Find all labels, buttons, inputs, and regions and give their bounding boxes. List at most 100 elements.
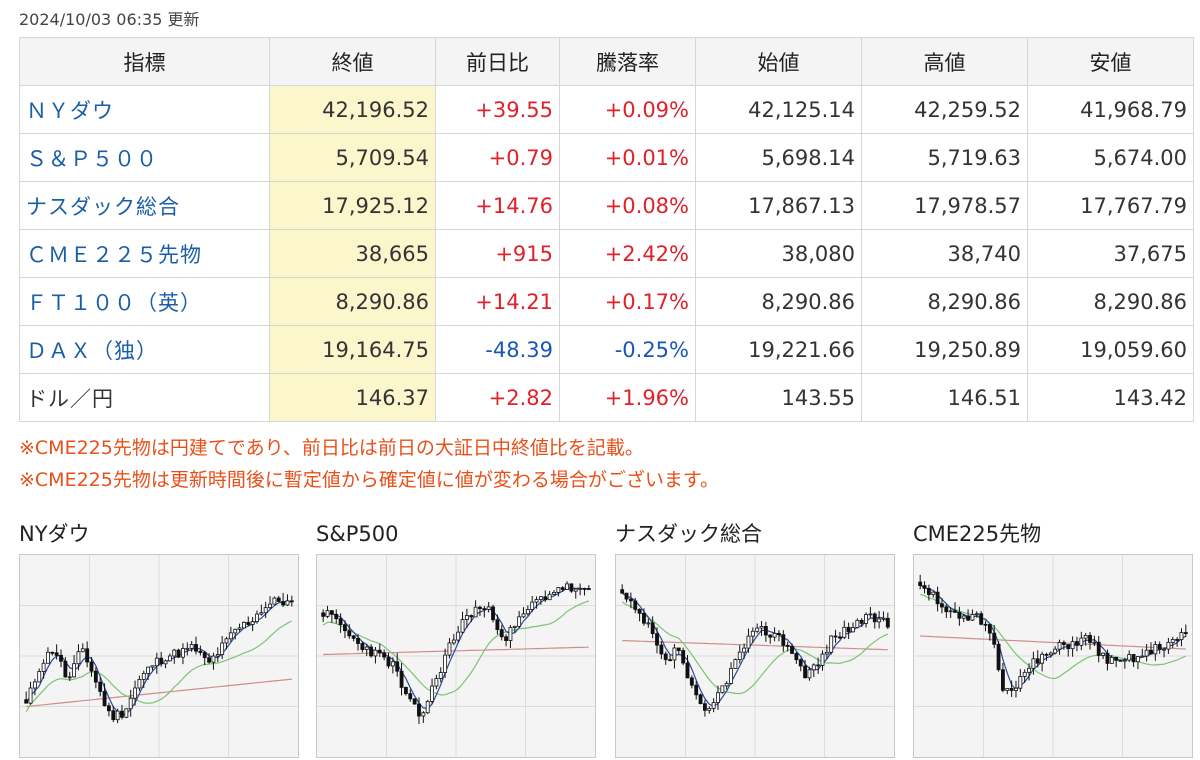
- candle-body: [1061, 642, 1066, 645]
- low-value: 143.42: [1027, 373, 1194, 422]
- candle-body: [499, 629, 504, 638]
- candle-body: [521, 613, 526, 618]
- candle-body: [1179, 632, 1184, 640]
- candle-body: [1035, 658, 1040, 664]
- candle-body: [1057, 642, 1062, 650]
- candle-body: [833, 635, 838, 638]
- header-indicator: 指標: [19, 37, 270, 86]
- candle-body: [724, 682, 729, 687]
- candle-body: [334, 613, 339, 620]
- candle-body: [556, 587, 561, 593]
- mini-chart-title: CME225先物: [913, 522, 1042, 546]
- table-row: ＣＭＥ２２５先物 38,665 +915 +2.42% 38,080 38,740 37,6…: [19, 229, 1194, 278]
- candle-body: [198, 650, 203, 653]
- open-value: 8,290.86: [695, 277, 862, 326]
- candle-body: [1140, 655, 1145, 658]
- header-close: 終値: [269, 37, 436, 86]
- candlestick-chart[interactable]: [913, 554, 1193, 758]
- candle-body: [1183, 632, 1188, 634]
- candle-body: [403, 687, 408, 695]
- candle-body: [98, 681, 103, 692]
- candle-body: [473, 606, 478, 618]
- indicator-name[interactable]: ナスダック総合: [19, 181, 270, 230]
- candle-body: [347, 630, 352, 637]
- candle-body: [194, 644, 198, 652]
- change-rate-value: +0.17%: [559, 277, 696, 326]
- candle-body: [759, 626, 764, 629]
- candle-body: [1131, 654, 1136, 663]
- candle-body: [918, 581, 923, 586]
- mini-chart-nydow[interactable]: NYダウ: [19, 521, 299, 758]
- candle-body: [742, 647, 747, 653]
- candle-body: [408, 693, 413, 700]
- candle-body: [777, 632, 781, 635]
- low-value: 37,675: [1027, 229, 1194, 278]
- candle-body: [128, 697, 133, 710]
- candle-body: [1153, 644, 1158, 655]
- candle-body: [931, 591, 936, 595]
- candle-body: [281, 601, 286, 606]
- candle-body: [486, 606, 491, 610]
- low-value: 17,767.79: [1027, 181, 1194, 230]
- candlestick-chart[interactable]: [615, 554, 895, 758]
- candlestick-chart[interactable]: [316, 554, 596, 758]
- candle-body: [224, 638, 229, 644]
- change-rate-value: +0.09%: [559, 85, 696, 134]
- candlestick-chart[interactable]: [19, 554, 299, 758]
- candle-body: [46, 651, 50, 664]
- close-value: 5,709.54: [269, 133, 436, 182]
- candle-body: [1022, 671, 1027, 677]
- moving-average-mid: [322, 600, 589, 696]
- candle-body: [785, 644, 790, 647]
- candle-body: [276, 597, 281, 602]
- candle-body: [624, 592, 629, 600]
- candle-body: [325, 610, 330, 617]
- candle-body: [482, 608, 487, 610]
- candle-body: [329, 610, 334, 615]
- candle-body: [1101, 652, 1106, 656]
- candle-body: [872, 613, 877, 623]
- candle-body: [763, 626, 768, 636]
- candle-body: [321, 612, 326, 617]
- candle-body: [228, 632, 233, 640]
- candle-body: [167, 655, 172, 662]
- mini-chart-nasdaq[interactable]: ナスダック総合: [615, 521, 895, 758]
- indicator-name[interactable]: Ｓ＆Ｐ５００: [19, 133, 270, 182]
- candle-body: [689, 677, 694, 686]
- indicator-name[interactable]: ＮＹダウ: [19, 85, 270, 134]
- candle-body: [120, 710, 124, 718]
- close-value: 146.37: [269, 373, 436, 422]
- candle-body: [829, 635, 834, 653]
- high-value: 19,250.89: [861, 325, 1028, 374]
- candle-body: [241, 621, 246, 629]
- candle-body: [412, 698, 417, 705]
- indicator-name[interactable]: ＦＴ１００（英）: [19, 277, 270, 326]
- candle-body: [211, 655, 216, 663]
- candle-body: [637, 608, 642, 614]
- candle-body: [102, 691, 107, 707]
- candle-body: [650, 622, 655, 635]
- mini-chart-cme225[interactable]: CME225先物: [913, 521, 1193, 758]
- candle-body: [172, 649, 177, 657]
- indicator-name[interactable]: ＤＡＸ（独）: [19, 325, 270, 374]
- close-value: 19,164.75: [269, 325, 436, 374]
- candle-body: [569, 583, 574, 592]
- candle-body: [642, 612, 646, 624]
- candle-body: [451, 639, 456, 644]
- mini-chart-sp500[interactable]: S&P500: [316, 521, 596, 758]
- candle-body: [794, 653, 799, 661]
- change-rate-value: +0.08%: [559, 181, 696, 230]
- candle-body: [702, 703, 707, 711]
- indicator-name[interactable]: ＣＭＥ２２５先物: [19, 229, 270, 278]
- candle-body: [655, 633, 659, 646]
- note-cme-provisional: ※CME225先物は更新時間後に暫定値から確定値に値が変わる場合がございます。: [19, 469, 719, 491]
- change-value: +14.76: [435, 181, 560, 230]
- table-row: ＦＴ１００（英） 8,290.86 +14.21 +0.17% 8,290.86 8,29…: [19, 277, 1194, 326]
- candle-body: [93, 670, 98, 683]
- candle-body: [360, 643, 365, 650]
- candle-body: [59, 654, 63, 662]
- candle-body: [469, 615, 474, 618]
- moving-average-long: [26, 678, 292, 708]
- candle-body: [512, 625, 517, 628]
- open-value: 38,080: [695, 229, 862, 278]
